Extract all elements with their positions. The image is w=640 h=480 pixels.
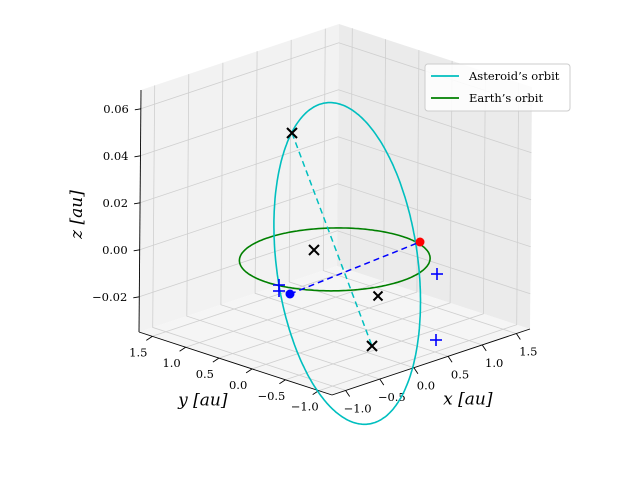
- grid-line-z: [139, 183, 531, 251]
- legend: Asteroid’s orbit Earth’s orbit: [424, 63, 571, 112]
- blue-point-marker: [285, 289, 295, 299]
- floor-pane: [139, 266, 530, 395]
- grid-line-x: [186, 74, 380, 380]
- grid-line-y: [218, 50, 420, 359]
- z-axis-line: [138, 89, 142, 333]
- legend-entry-asteroid: Asteroid’s orbit: [468, 69, 560, 83]
- back-pane-xz: [139, 24, 339, 332]
- y-tick-mark: [146, 335, 153, 341]
- legend-box: [424, 63, 571, 112]
- series-layer: [238, 101, 431, 426]
- grid-line-y: [285, 71, 486, 381]
- plus-marker-2: [273, 285, 285, 297]
- z-tick-label: 0.06: [103, 102, 129, 116]
- earth-orbit-line: [238, 227, 431, 292]
- grid-line-y: [251, 60, 453, 370]
- x-tick-label: 0.5: [451, 367, 469, 381]
- x-axis-label: x [au]: [443, 390, 493, 410]
- z-tick-label: 0.00: [102, 243, 128, 257]
- z-tick-label: −0.02: [92, 290, 127, 304]
- z-tick-mark: [133, 296, 140, 299]
- cross-marker-center-stroke-b: [372, 290, 384, 302]
- z-tick-label: 0.02: [102, 196, 128, 210]
- z-tick-mark: [134, 155, 141, 158]
- marker-layer: [273, 127, 443, 352]
- grid-line-x: [152, 85, 346, 391]
- cross-marker-bottom-stroke-b: [366, 340, 378, 352]
- grid-line-x: [254, 51, 449, 357]
- grid-line-y: [318, 82, 520, 392]
- y-tick-label: 1.0: [162, 356, 180, 370]
- grid-line-z: [139, 136, 532, 204]
- cross-marker-top: [286, 127, 298, 139]
- z-tick-label: 0.04: [103, 149, 129, 163]
- z-tick-mark: [133, 249, 140, 252]
- x-tick-label: 1.5: [519, 345, 537, 359]
- cross-marker-left: [308, 244, 320, 256]
- cross-marker-bottom: [366, 340, 378, 352]
- y-tick-label: 0.0: [229, 378, 247, 392]
- y-tick-label: −1.0: [291, 400, 319, 414]
- axis-lines: [138, 89, 531, 396]
- red-point-marker: [415, 237, 425, 247]
- grid-line-x: [322, 28, 517, 334]
- y-tick-mark: [212, 357, 220, 363]
- axis-labels: x [au] y [au] z [au]: [67, 190, 493, 411]
- y-axis-line: [138, 331, 333, 396]
- cross-marker-top-stroke-b: [286, 127, 298, 139]
- z-tick-mark: [134, 108, 141, 111]
- cross-marker-center: [372, 290, 384, 302]
- asteroid-axis-dashed-line: [291, 132, 373, 347]
- grid-line-x: [288, 39, 483, 346]
- y-tick-label: −0.5: [257, 389, 285, 403]
- grid-line-z: [139, 230, 531, 298]
- plus-marker-4: [430, 334, 442, 346]
- x-tick-label: −1.0: [344, 401, 372, 415]
- y-tick-label: 1.5: [129, 345, 147, 359]
- cross-marker-left-stroke-b: [308, 244, 320, 256]
- x-tick-mark: [515, 333, 521, 340]
- y-tick-mark: [279, 379, 286, 385]
- z-axis-label: z [au]: [67, 190, 87, 240]
- tick-labels: −1.0−0.50.00.51.01.5−1.0−0.50.00.51.01.5…: [92, 102, 537, 416]
- plus-marker-3: [431, 268, 443, 280]
- sun-direction-dashed-line: [289, 241, 421, 295]
- grid-lines: [139, 28, 532, 392]
- y-tick-label: 0.5: [196, 367, 214, 381]
- asteroid-orbit-line: [273, 101, 422, 426]
- y-tick-mark: [245, 368, 253, 374]
- y-axis-label: y [au]: [177, 390, 228, 410]
- grid-line-x: [220, 62, 415, 369]
- z-tick-mark: [133, 202, 141, 205]
- x-tick-mark: [447, 356, 453, 363]
- grid-line-z: [140, 89, 532, 157]
- x-tick-mark: [413, 367, 419, 374]
- grid-line-y: [185, 39, 386, 348]
- legend-entry-earth: Earth’s orbit: [469, 91, 543, 105]
- y-tick-mark: [179, 346, 186, 352]
- x-tick-label: 0.0: [417, 379, 435, 393]
- x-tick-mark: [379, 378, 385, 386]
- x-axis-line: [331, 328, 531, 396]
- x-tick-label: 1.0: [485, 356, 503, 370]
- x-tick-mark: [481, 344, 487, 352]
- x-tick-mark: [345, 390, 351, 397]
